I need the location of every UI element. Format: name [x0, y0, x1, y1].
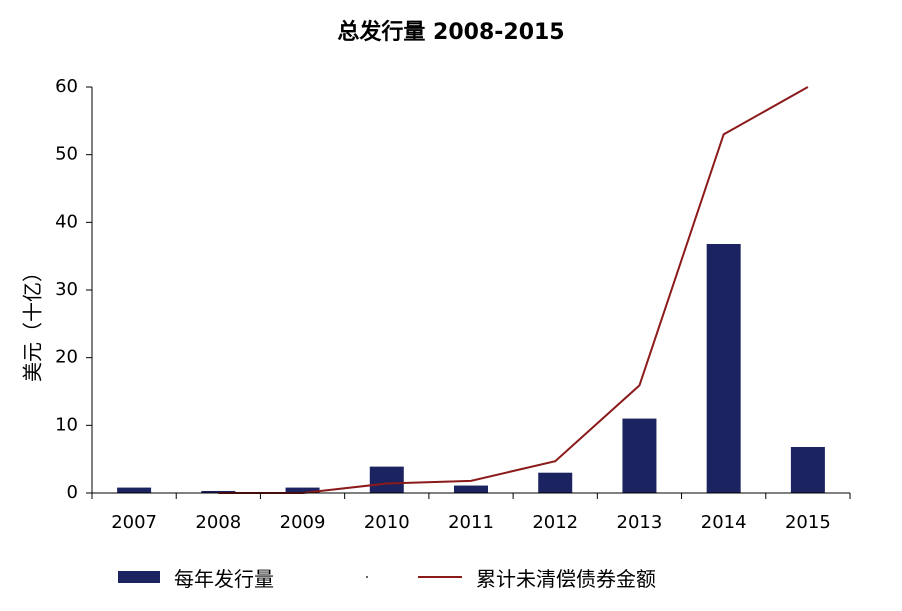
chart-title: 总发行量 2008-2015	[337, 20, 565, 45]
legend-swatch-bar	[118, 571, 160, 583]
legend-swatch-line	[418, 576, 462, 578]
y-tick-label-20: 20	[55, 347, 78, 368]
x-tick-label-2011: 2011	[448, 512, 494, 533]
y-axis-label: 美元（十亿）	[21, 262, 45, 382]
x-tick-label-2008: 2008	[195, 512, 241, 533]
legend-item-line: 累计未清偿债券金额	[418, 562, 656, 592]
legend-label-bar: 每年发行量	[174, 566, 274, 591]
y-tick-label-30: 30	[55, 279, 78, 300]
x-tick-label-2014: 2014	[701, 512, 747, 533]
legend-label-line: 累计未清偿债券金额	[476, 566, 656, 591]
y-tick-label-0: 0	[67, 482, 78, 503]
bar-2007	[117, 487, 152, 493]
x-tick-label-2009: 2009	[280, 512, 326, 533]
y-tick-label-40: 40	[55, 211, 78, 232]
x-tick-label-2013: 2013	[617, 512, 663, 533]
x-tick-label-2015: 2015	[785, 512, 831, 533]
bar-2009	[285, 487, 320, 493]
bars-group	[117, 243, 825, 493]
bar-2008	[201, 490, 236, 493]
bar-2012	[538, 472, 573, 493]
legend-item-bar: 每年发行量	[118, 562, 274, 592]
series-line-cumulative	[218, 86, 809, 494]
bar-2011	[454, 485, 488, 493]
bar-2013	[622, 418, 657, 493]
y-ticks-group: 0 10 20 30 40 50 60	[55, 76, 92, 503]
bar-2015	[790, 446, 825, 493]
y-tick-label-60: 60	[55, 76, 78, 97]
y-tick-label-50: 50	[55, 144, 78, 165]
x-ticks-group: 2007 2008 2009 2010 2011 2012 2013 2014 2015	[91, 493, 851, 533]
bar-2010	[369, 466, 404, 493]
y-tick-label-10: 10	[55, 414, 78, 435]
legend-separator-dot	[366, 576, 368, 578]
bar-2014	[706, 243, 741, 493]
x-tick-label-2007: 2007	[111, 512, 157, 533]
legend: 每年发行量 累计未清偿债券金额	[118, 562, 818, 592]
x-tick-label-2012: 2012	[532, 512, 578, 533]
x-tick-label-2010: 2010	[364, 512, 410, 533]
